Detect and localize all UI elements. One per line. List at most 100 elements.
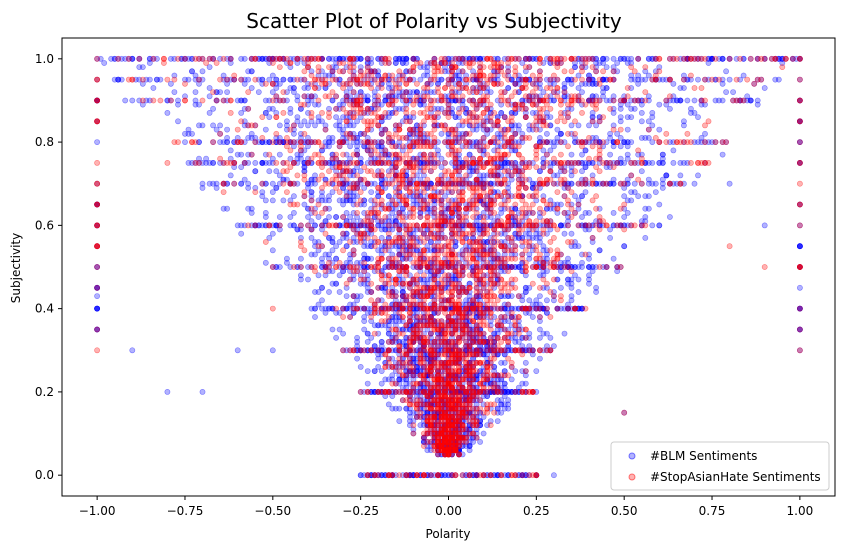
blm-point xyxy=(378,380,385,387)
blm-point xyxy=(364,264,371,270)
blm-point xyxy=(101,60,108,66)
blm-point xyxy=(575,289,582,295)
blm-point xyxy=(438,76,445,83)
blm-point xyxy=(726,76,733,83)
blm-point xyxy=(406,351,413,358)
blm-point xyxy=(199,180,206,187)
blm-point xyxy=(561,330,568,337)
blm-point xyxy=(652,180,659,187)
blm-point xyxy=(667,214,673,220)
blm-point xyxy=(118,76,125,83)
blm-point xyxy=(350,276,357,283)
blm-point xyxy=(364,380,371,387)
blm-point xyxy=(624,151,631,158)
blm-point xyxy=(670,80,677,87)
blm-point xyxy=(129,97,136,104)
blm-point xyxy=(308,234,315,241)
blm-point xyxy=(579,151,585,158)
blm-point xyxy=(347,110,353,116)
blm-point xyxy=(652,189,659,195)
blm-point xyxy=(375,347,382,354)
blm-point xyxy=(537,355,543,362)
blm-point xyxy=(364,368,371,374)
blm-point xyxy=(480,172,487,179)
blm-point xyxy=(431,243,438,250)
blm-point xyxy=(621,243,628,250)
blm-point xyxy=(473,226,480,233)
blm-point xyxy=(301,164,308,170)
blm-point xyxy=(586,255,592,262)
blm-point xyxy=(340,134,346,141)
blm-point xyxy=(389,393,396,399)
blm-point xyxy=(329,280,336,287)
blm-point xyxy=(617,134,624,141)
blm-point xyxy=(494,322,501,329)
blm-point xyxy=(649,222,656,229)
blm-point xyxy=(586,272,592,279)
blm-point xyxy=(245,68,252,75)
blm-point xyxy=(656,201,663,208)
blm-point xyxy=(459,164,466,170)
blm-point xyxy=(333,64,339,70)
blm-point xyxy=(537,272,543,279)
blm-point xyxy=(554,172,561,179)
blm-point xyxy=(438,472,445,479)
blm-point xyxy=(463,418,469,424)
blm-point xyxy=(378,368,385,374)
blm-point xyxy=(621,243,628,250)
blm-point xyxy=(175,118,181,125)
blm-point xyxy=(754,101,761,108)
blm-point xyxy=(624,60,631,66)
blm-point xyxy=(459,268,466,275)
blm-point xyxy=(312,314,318,320)
blm-point xyxy=(540,305,547,312)
blm-point xyxy=(498,110,505,116)
blm-point xyxy=(677,159,684,166)
blm-point xyxy=(287,105,294,112)
blm-point xyxy=(688,110,694,116)
blm-point xyxy=(558,130,564,137)
blm-point xyxy=(185,159,192,166)
blm-point xyxy=(294,114,301,120)
blm-point xyxy=(544,130,550,137)
blm-point xyxy=(312,251,318,258)
blm-point xyxy=(413,197,420,204)
blm-point xyxy=(593,289,599,295)
blm-point xyxy=(371,180,378,187)
blm-point xyxy=(266,114,273,120)
blm-point xyxy=(438,97,445,104)
blm-point xyxy=(357,130,364,137)
blm-point xyxy=(305,276,311,283)
blm-point xyxy=(276,80,283,87)
blm-point xyxy=(333,243,339,250)
blm-point xyxy=(617,55,624,62)
blm-point xyxy=(508,76,515,83)
blm-point xyxy=(368,334,375,341)
blm-point xyxy=(568,297,575,304)
blm-point xyxy=(354,355,360,362)
blm-point xyxy=(719,151,726,158)
blm-point xyxy=(533,368,540,374)
blm-point xyxy=(568,230,575,237)
blm-point xyxy=(603,64,610,70)
blm-point xyxy=(709,55,715,62)
blm-point xyxy=(522,359,529,366)
blm-point xyxy=(537,334,543,341)
blm-point xyxy=(568,180,575,187)
blm-point xyxy=(638,76,645,83)
blm-point xyxy=(498,222,505,229)
blm-point xyxy=(273,184,280,191)
blm-point xyxy=(192,72,199,79)
blm-point xyxy=(681,118,687,125)
blm-point xyxy=(579,80,585,87)
blm-point xyxy=(614,268,621,275)
blm-point xyxy=(322,251,329,258)
blm-point xyxy=(463,247,469,254)
blm-point xyxy=(364,330,371,337)
blm-point xyxy=(312,122,318,129)
blm-point xyxy=(424,393,431,399)
blm-point xyxy=(319,297,325,304)
blm-point xyxy=(494,418,501,424)
blm-point xyxy=(297,155,304,162)
